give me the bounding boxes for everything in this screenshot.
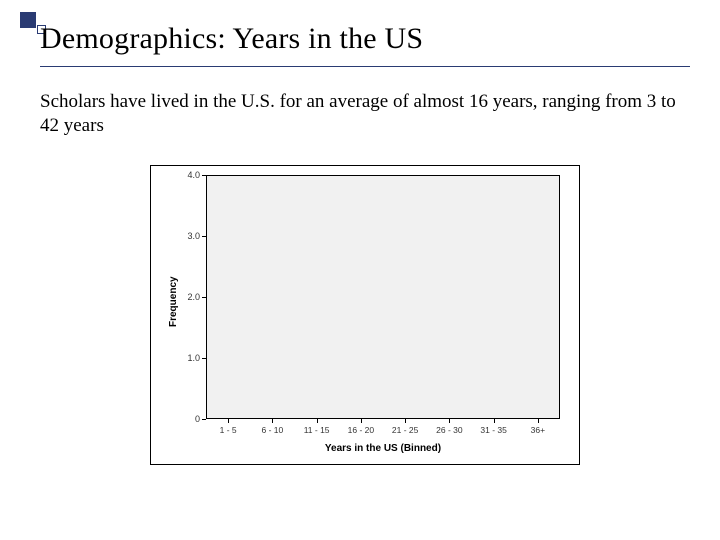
chart-x-tick-label: 26 - 30 <box>436 425 462 435</box>
chart-x-tick-label: 31 - 35 <box>480 425 506 435</box>
chart-x-tick-mark <box>228 419 229 423</box>
chart-x-ticks: 1 - 5 6 - 10 11 - 15 16 - 20 21 - 25 26 - 30 3… <box>206 425 560 445</box>
chart-x-tick-label: 16 - 20 <box>348 425 374 435</box>
title-underline <box>40 66 690 67</box>
chart-y-axis-label: Frequency <box>168 276 179 327</box>
chart-y-tick-mark <box>202 175 206 176</box>
slide: Demographics: Years in the US Scholars h… <box>0 0 720 540</box>
chart-bars-svg <box>206 175 560 419</box>
chart-x-axis-label: Years in the US (Binned) <box>206 443 560 454</box>
chart-x-tick-mark <box>538 419 539 423</box>
chart-x-tick-label: 1 - 5 <box>220 425 237 435</box>
chart-bar <box>384 334 426 419</box>
chart-bar <box>472 401 514 419</box>
chart-y-tick-label: 3.0 <box>187 231 200 241</box>
chart-bar <box>428 324 470 419</box>
chart-bar <box>207 361 249 419</box>
chart-x-tick-mark <box>272 419 273 423</box>
chart-y-tick-mark <box>202 419 206 420</box>
chart-bar <box>517 361 559 419</box>
chart-x-tick-label: 21 - 25 <box>392 425 418 435</box>
chart-y-tick-mark <box>202 236 206 237</box>
chart-y-tick-mark <box>202 358 206 359</box>
slide-title: Demographics: Years in the US <box>40 22 680 56</box>
chart-y-tick-mark <box>202 297 206 298</box>
chart-x-tick-mark <box>317 419 318 423</box>
chart-bars <box>207 196 559 419</box>
chart-y-tick-label: 1.0 <box>187 353 200 363</box>
chart-x-tick-label: 36+ <box>531 425 545 435</box>
chart-y-tick-label: 4.0 <box>187 170 200 180</box>
slide-description: Scholars have lived in the U.S. for an a… <box>40 90 680 138</box>
chart-x-tick-label: 11 - 15 <box>304 425 330 435</box>
square-icon-filled <box>20 12 36 28</box>
chart-x-tick-mark <box>361 419 362 423</box>
chart-x-tick-label: 6 - 10 <box>262 425 284 435</box>
chart-plot-area <box>206 175 560 419</box>
chart-y-tick-label: 0 <box>195 414 200 424</box>
chart-y-tick-label: 2.0 <box>187 292 200 302</box>
chart-x-tick-mark <box>449 419 450 423</box>
chart-x-tick-mark <box>405 419 406 423</box>
chart-bar <box>295 297 337 419</box>
chart-x-tick-mark <box>494 419 495 423</box>
chart-container: 0 1.0 2.0 3.0 4.0 1 - 5 6 - 10 11 - 15 16 - 20 2… <box>150 165 580 465</box>
chart-bar <box>251 196 293 419</box>
chart-bar <box>340 291 382 419</box>
